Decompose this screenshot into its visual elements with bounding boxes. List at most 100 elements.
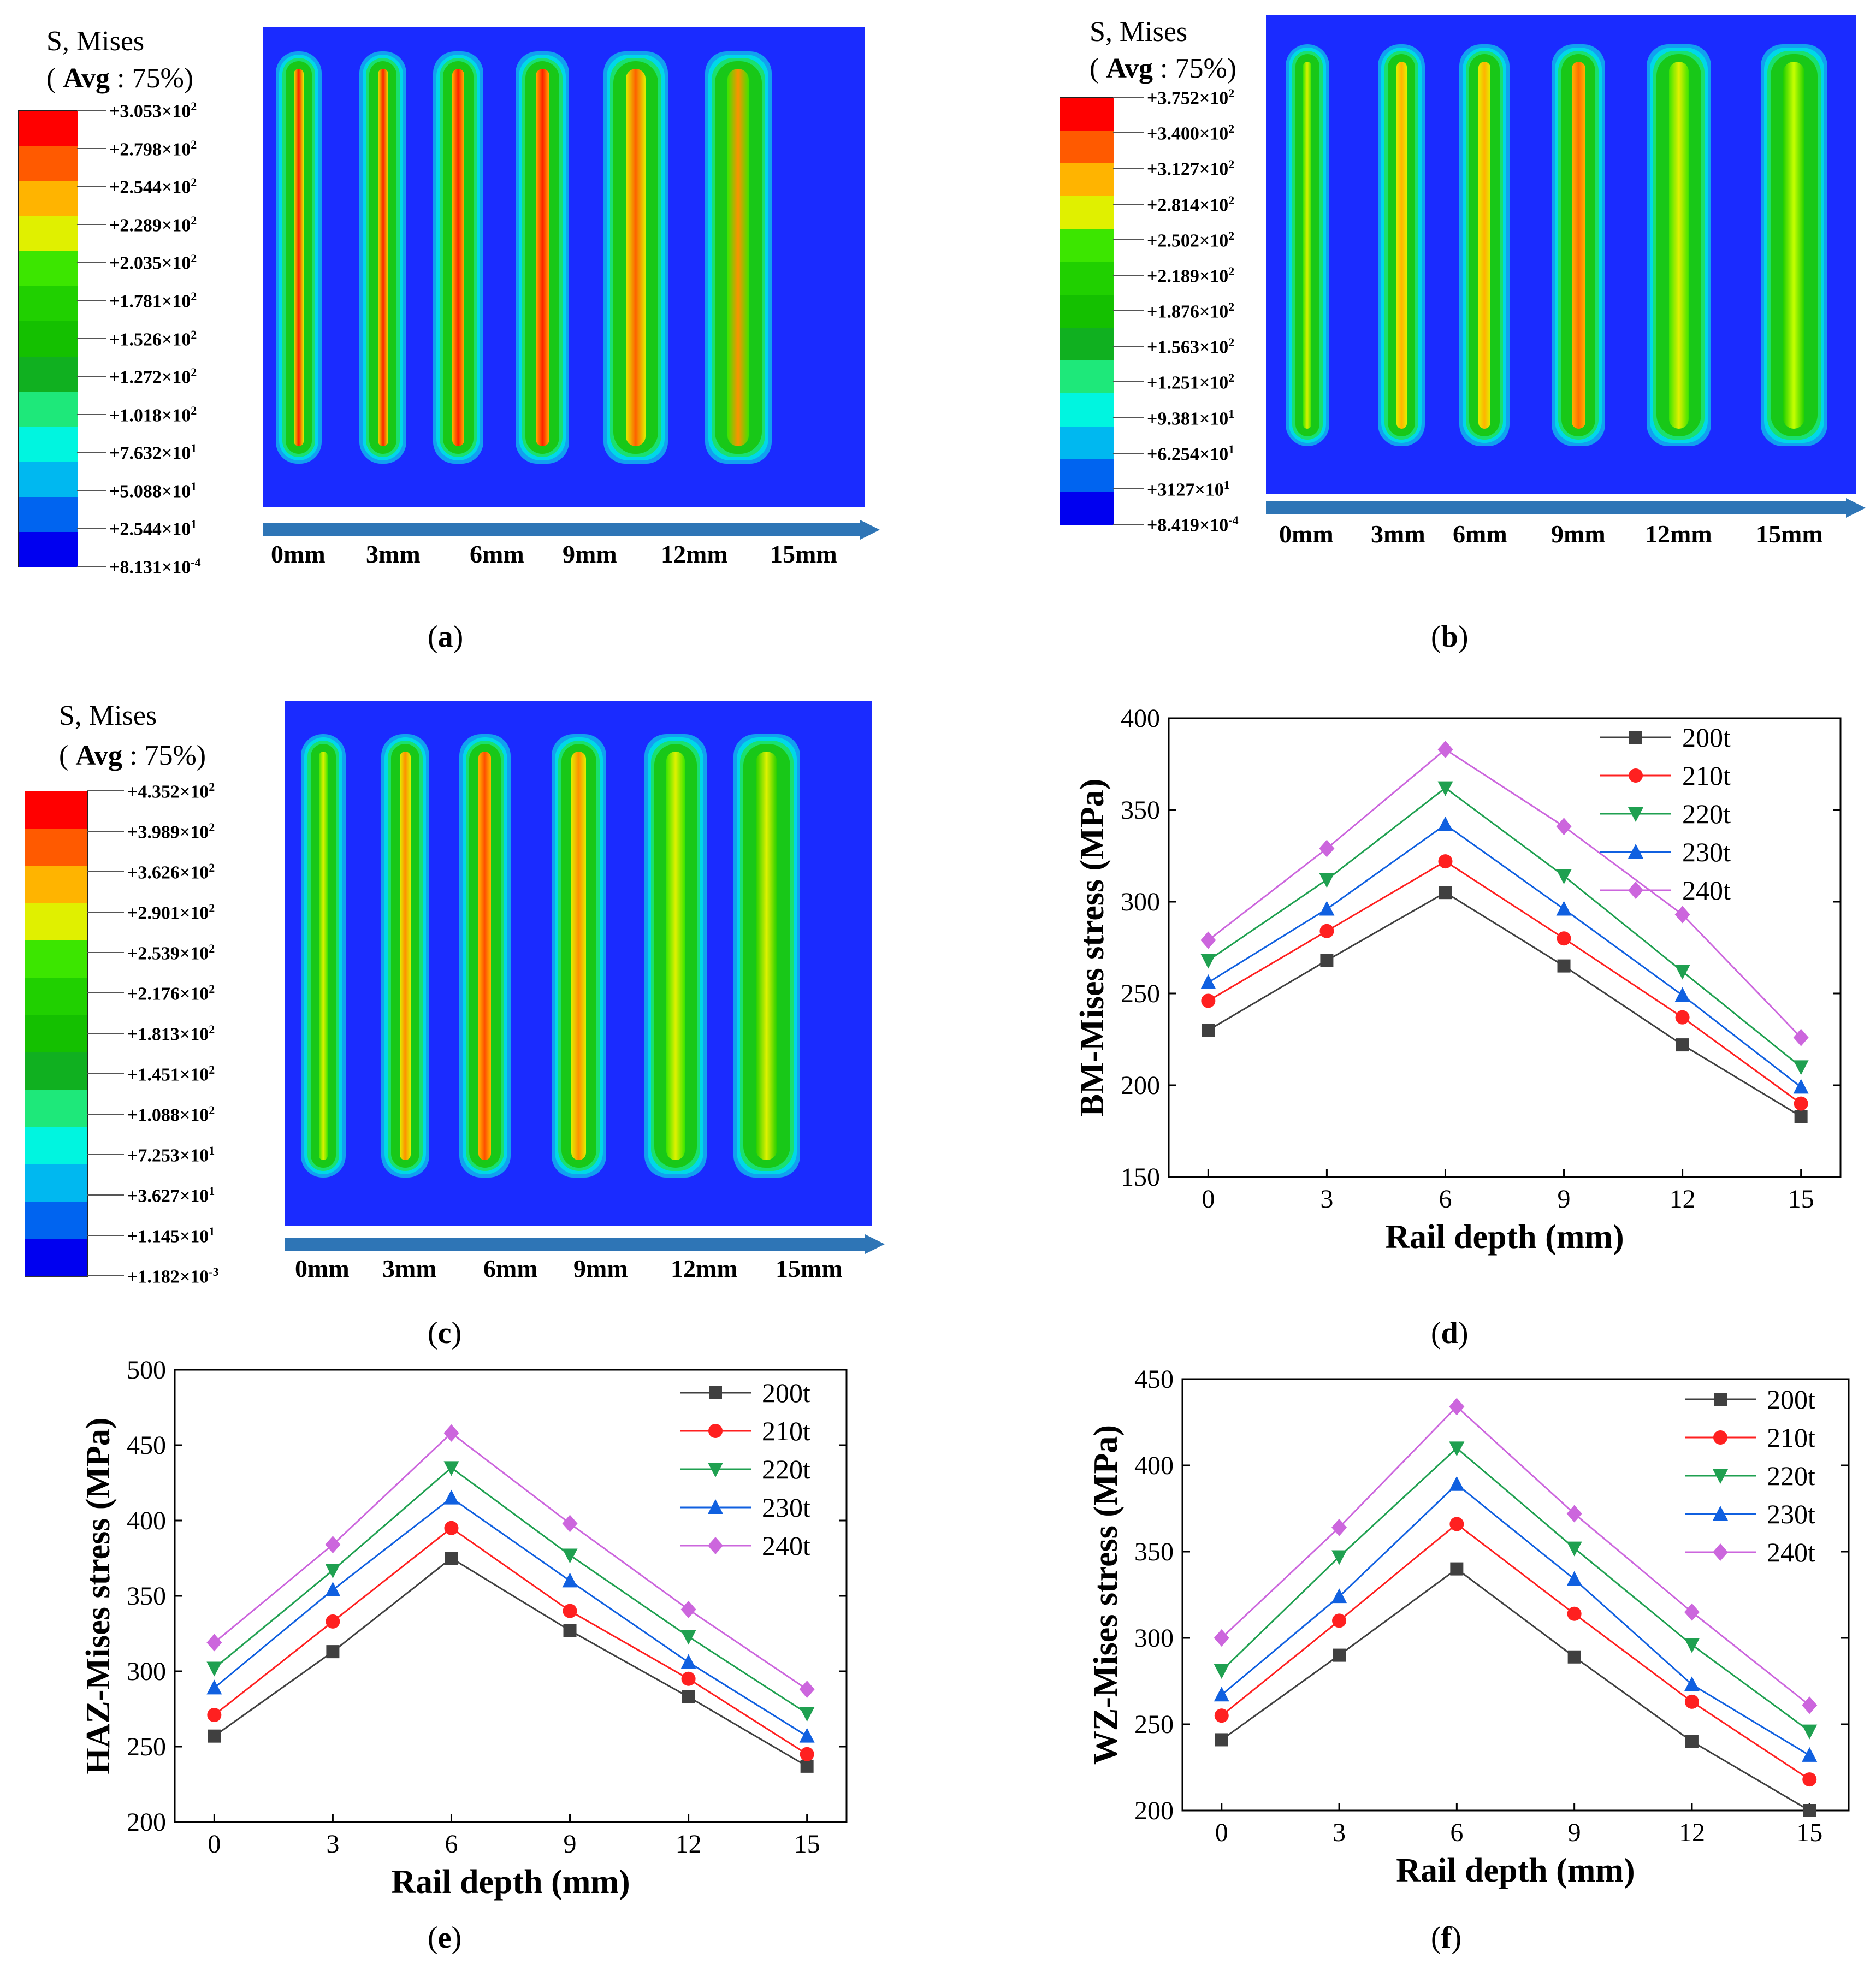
data-point (1793, 1060, 1809, 1075)
legend-color-band (19, 111, 78, 147)
legend-label: 210t (1767, 1422, 1815, 1453)
depth-label: 0mm (1279, 520, 1334, 548)
legend-color-band (19, 531, 78, 567)
legend-tick (77, 566, 106, 567)
y-tick-label: 350 (127, 1582, 166, 1611)
data-point (1438, 854, 1453, 869)
legend-color-band (25, 791, 87, 830)
legend-value-label: +1.876×102 (1147, 300, 1235, 322)
legend-value-label: +1.526×102 (109, 327, 197, 350)
data-point (1214, 1629, 1229, 1647)
legend-tick (1113, 274, 1144, 276)
haz-mises-stress-chart: 200 250 300 350 400 450 500 0 3 6 9 12 15 Rail depth … (80, 1356, 848, 1901)
data-point (1802, 1696, 1818, 1714)
legend-label: 210t (762, 1416, 810, 1446)
legend-value-label: +3.989×102 (127, 820, 215, 843)
series-line (214, 1466, 808, 1714)
legend-value-label: +2.189×102 (1147, 264, 1235, 287)
data-point (1332, 1613, 1347, 1628)
legend-tick (77, 147, 106, 149)
depth-label: 15mm (1756, 520, 1823, 548)
data-point (206, 1634, 222, 1652)
legend-tick (77, 452, 106, 453)
legend-tick (77, 262, 106, 263)
data-point (563, 1624, 577, 1637)
y-tick-label: 300 (1121, 888, 1160, 916)
data-point (800, 1759, 814, 1773)
legend-color-band (25, 1015, 87, 1054)
legend-color-band (1060, 196, 1114, 230)
legend-color-band (25, 1090, 87, 1128)
legend-color-band (25, 1239, 87, 1277)
x-tick-label: 15 (794, 1830, 820, 1859)
data-point (1319, 924, 1334, 938)
depth-label: 15mm (770, 540, 837, 568)
depth-label: 6mm (483, 1255, 538, 1282)
x-tick-label: 6 (445, 1830, 458, 1859)
legend-tick (87, 871, 124, 872)
data-point (1214, 1664, 1229, 1679)
legend-tick (87, 1235, 124, 1236)
x-tick-label: 12 (1679, 1818, 1705, 1847)
y-tick-label: 250 (127, 1732, 166, 1761)
data-point (681, 1671, 696, 1686)
data-point (1201, 993, 1216, 1008)
legend-tick (87, 1114, 124, 1115)
legend-title: S, Mises (59, 700, 157, 731)
legend-value-label: +3.127×102 (1147, 157, 1235, 180)
legend-tick (87, 1154, 124, 1155)
weld-core (1783, 61, 1804, 429)
legend-tick (87, 952, 124, 953)
legend-color-band (1060, 393, 1114, 427)
depth-label: 3mm (1371, 520, 1425, 548)
series-line (1208, 786, 1802, 1068)
legend-title: S, Mises (1090, 16, 1188, 48)
data-point (1674, 987, 1690, 1002)
caption-f: (f) (1431, 1921, 1461, 1955)
legend-color-band (1060, 131, 1114, 164)
plot-frame (1168, 717, 1842, 1178)
legend-tick (87, 1073, 124, 1074)
legend-color-band (25, 903, 87, 942)
plot-frame (174, 1369, 848, 1823)
depth-label: 3mm (382, 1255, 437, 1282)
series-line (1221, 1405, 1810, 1706)
legend-color-band (19, 496, 78, 533)
x-axis-label: Rail depth (mm) (391, 1864, 630, 1901)
legend-tick (77, 223, 106, 225)
legend-value-label: +5.088×101 (109, 479, 197, 502)
caption-b: (b) (1431, 620, 1469, 654)
depth-label: 15mm (776, 1255, 843, 1282)
stress-contour-plot (285, 701, 872, 1226)
data-point (206, 1661, 222, 1677)
legend-label: 220t (762, 1454, 810, 1484)
legend-color-band (25, 1052, 87, 1091)
legend-color-band (1060, 360, 1114, 394)
data-point (562, 1515, 578, 1533)
data-point (680, 1654, 696, 1669)
legend-value-label: +2.544×102 (109, 175, 197, 198)
data-point (1803, 1804, 1816, 1817)
data-point (1331, 1550, 1347, 1565)
legend-tick (1113, 310, 1144, 311)
legend-color-band (19, 216, 78, 252)
legend-color-band (1060, 328, 1114, 362)
legend-color-band (1060, 426, 1114, 460)
legend-value-label: +2.035×102 (109, 251, 197, 274)
data-point (1319, 873, 1335, 888)
legend-value-label: +9.381×101 (1147, 406, 1235, 429)
data-point (1556, 901, 1572, 916)
legend-color-band (19, 391, 78, 428)
data-point (1793, 1079, 1809, 1094)
x-tick-label: 3 (1333, 1818, 1346, 1847)
data-point (1566, 1505, 1582, 1523)
series-line (1208, 891, 1802, 1117)
data-point (1214, 1708, 1229, 1723)
legend-tick (1113, 488, 1144, 489)
data-point (1629, 731, 1642, 744)
data-point (1713, 1469, 1728, 1484)
caption-a: (a) (428, 620, 464, 654)
legend-tick (77, 413, 106, 415)
legend-tick (87, 992, 124, 993)
series-line (214, 1431, 808, 1690)
